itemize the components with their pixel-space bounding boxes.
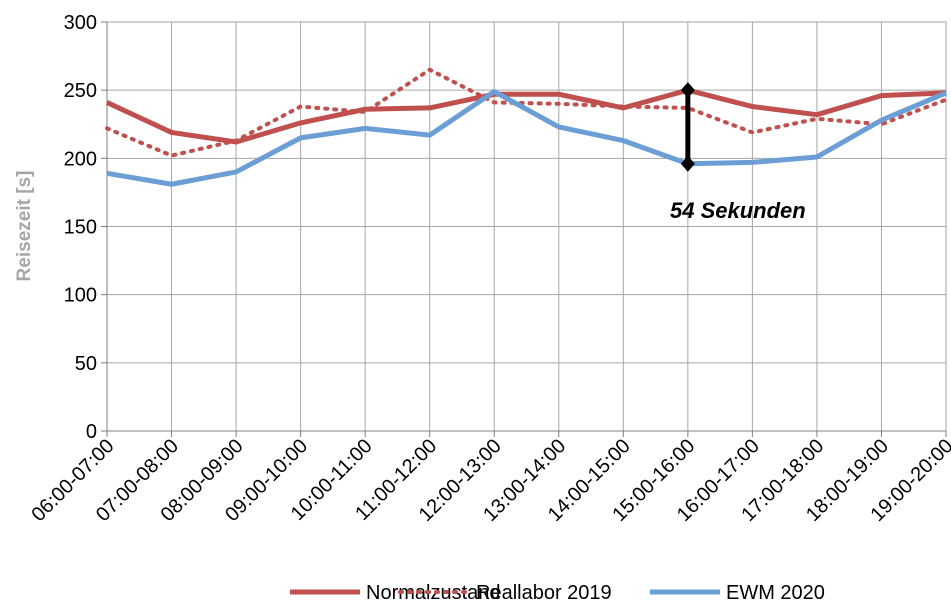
arrow-head (680, 155, 695, 172)
legend-label: EWM 2020 (726, 582, 825, 604)
y-tick-label: 200 (64, 148, 97, 170)
y-tick-label: 150 (64, 217, 97, 239)
legend-label: Reallabor 2019 (476, 582, 612, 604)
y-tick-label: 100 (64, 285, 97, 307)
y-tick-label: 250 (64, 80, 97, 102)
series-line (105, 87, 947, 145)
annotation-text: 54 Sekunden (670, 198, 806, 223)
legend-label: Normalzustand (366, 582, 501, 604)
y-tick-label: 50 (75, 353, 97, 375)
arrow-head (680, 82, 695, 99)
y-axis-label: Reisezeit [s] (14, 171, 35, 282)
series-line (106, 89, 947, 187)
series-line (105, 67, 948, 158)
y-tick-label: 300 (64, 12, 97, 34)
y-tick-label: 0 (86, 421, 97, 443)
